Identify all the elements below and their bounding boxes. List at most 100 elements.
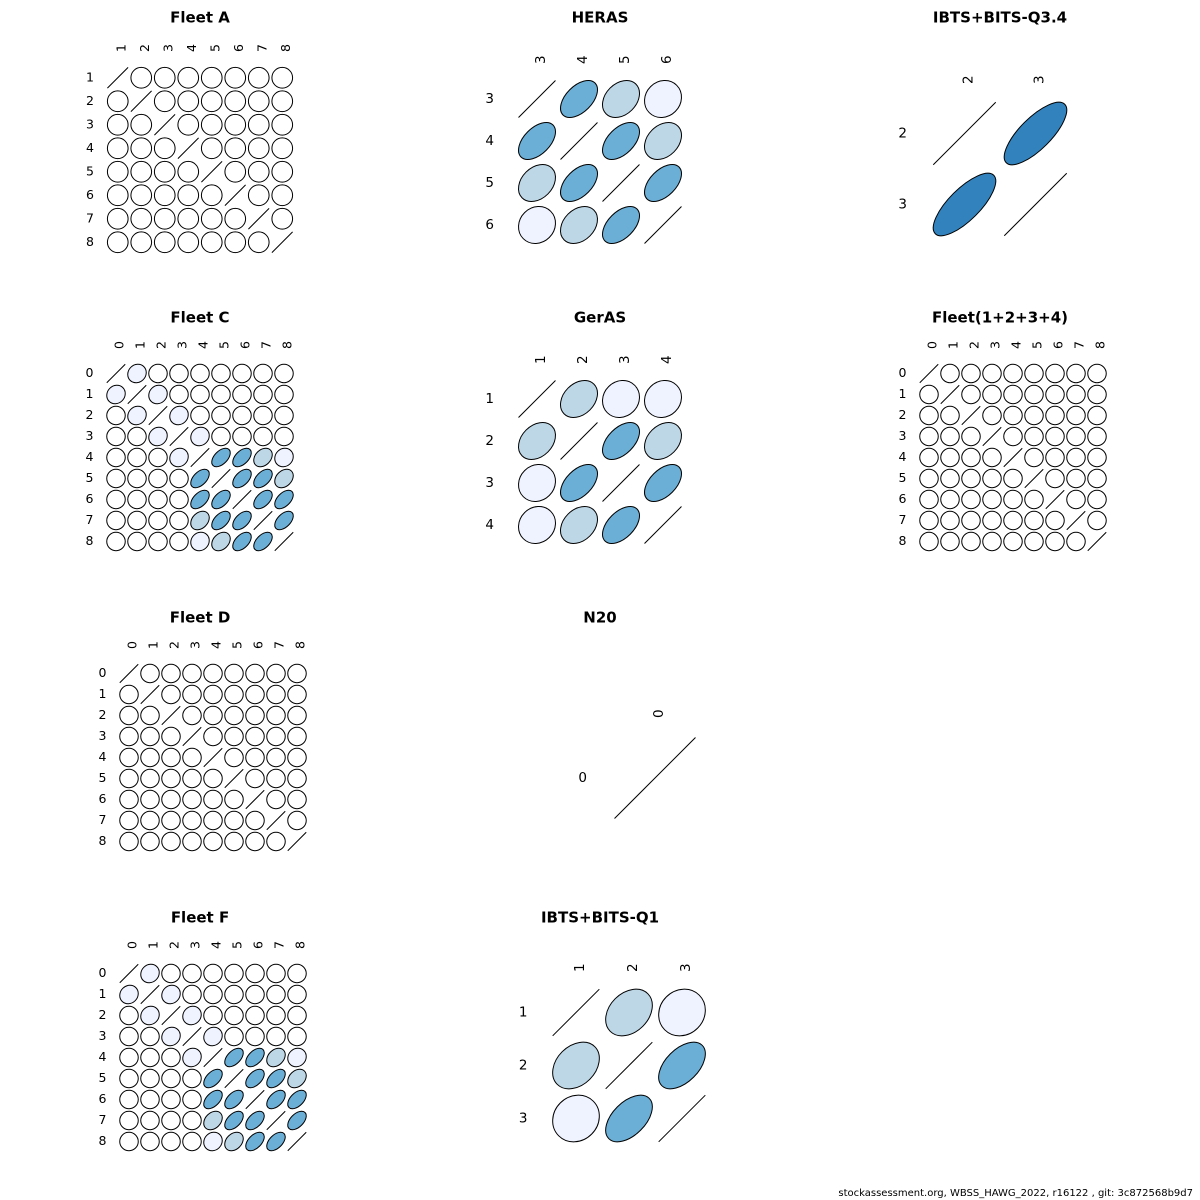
- correlation-ellipse: [182, 747, 202, 768]
- correlation-ellipse: [560, 80, 598, 118]
- correlation-ellipse: [560, 380, 598, 418]
- row-label: 6: [99, 1091, 107, 1106]
- row-label: 7: [99, 812, 107, 827]
- correlation-ellipse: [177, 90, 200, 113]
- column-label: 3: [617, 355, 633, 364]
- diagonal-line: [552, 988, 600, 1037]
- correlation-ellipse: [1024, 531, 1044, 552]
- panel-title: IBTS+BITS-Q1: [541, 909, 659, 927]
- correlation-ellipse: [245, 1026, 265, 1047]
- correlation-ellipse: [119, 1068, 139, 1089]
- correlation-ellipse: [140, 768, 160, 789]
- row-label: 7: [86, 210, 94, 225]
- correlation-ellipse: [1024, 405, 1044, 426]
- correlation-ellipse: [106, 426, 126, 447]
- correlation-ellipse: [266, 1131, 286, 1152]
- correlation-ellipse: [161, 1110, 181, 1131]
- correlation-ellipse: [961, 384, 981, 405]
- row-label: 0: [99, 965, 107, 980]
- column-label: 7: [272, 641, 287, 649]
- panel-title: HERAS: [572, 9, 629, 27]
- row-label: 7: [86, 512, 94, 527]
- correlation-ellipse: [182, 789, 202, 810]
- row-label: 2: [99, 1007, 107, 1022]
- panel-ibts-bits-q3-4: IBTS+BITS-Q3.4 2 3 2 3: [898, 9, 1068, 237]
- correlation-ellipse: [644, 164, 682, 202]
- correlation-ellipse: [140, 831, 160, 852]
- correlation-ellipse: [232, 426, 252, 447]
- correlation-ellipse: [658, 1041, 706, 1090]
- correlation-ellipse: [1066, 426, 1086, 447]
- correlation-ellipse: [1024, 489, 1044, 510]
- column-label: 2: [625, 963, 641, 972]
- row-label: 1: [485, 391, 494, 407]
- correlation-ellipse: [1087, 426, 1107, 447]
- correlation-ellipse: [961, 447, 981, 468]
- correlation-ellipse: [940, 426, 960, 447]
- correlation-ellipse: [224, 113, 247, 136]
- correlation-ellipse: [211, 405, 231, 426]
- correlation-ellipse: [203, 1089, 223, 1110]
- correlation-ellipse: [982, 489, 1002, 510]
- correlation-ellipse: [982, 384, 1002, 405]
- correlation-ellipse: [232, 531, 252, 552]
- column-label: 0: [112, 341, 127, 349]
- row-label: 3: [86, 116, 94, 131]
- column-label: 1: [146, 641, 161, 649]
- correlation-ellipse: [140, 1068, 160, 1089]
- column-label: 5: [1030, 341, 1045, 349]
- correlation-ellipse: [106, 384, 126, 405]
- correlation-ellipse: [119, 1110, 139, 1131]
- correlation-ellipse: [253, 426, 273, 447]
- correlation-ellipse: [266, 963, 286, 984]
- correlation-ellipse: [190, 363, 210, 384]
- row-label: 5: [899, 470, 907, 485]
- correlation-ellipse: [119, 726, 139, 747]
- correlation-ellipse: [1066, 531, 1086, 552]
- correlation-ellipse: [245, 1047, 265, 1068]
- diagonal-line: [161, 705, 181, 726]
- correlation-ellipse: [140, 810, 160, 831]
- correlation-ellipse: [247, 137, 270, 160]
- correlation-ellipse: [266, 663, 286, 684]
- diagonal-line: [127, 384, 147, 405]
- correlation-ellipse: [919, 510, 939, 531]
- correlation-ellipse: [203, 963, 223, 984]
- correlation-ellipse: [161, 1026, 181, 1047]
- diagonal-line: [1045, 489, 1065, 510]
- correlation-ellipse: [287, 684, 307, 705]
- diagonal-line: [107, 67, 129, 89]
- row-label: 8: [899, 533, 907, 548]
- correlation-ellipse: [1045, 384, 1065, 405]
- correlation-ellipse: [182, 984, 202, 1005]
- panel-title: GerAS: [574, 309, 626, 327]
- correlation-ellipse: [1003, 405, 1023, 426]
- correlation-ellipse: [602, 122, 640, 160]
- row-label: 4: [86, 449, 94, 464]
- row-label: 1: [86, 69, 94, 84]
- correlation-ellipse: [119, 1131, 139, 1152]
- column-label: 6: [238, 341, 253, 349]
- correlation-ellipse: [1003, 101, 1068, 166]
- diagonal-line: [602, 164, 640, 202]
- correlation-ellipse: [161, 663, 181, 684]
- diagonal-line: [518, 80, 556, 118]
- correlation-ellipse: [203, 810, 223, 831]
- correlation-ellipse: [919, 468, 939, 489]
- correlation-ellipse: [287, 1047, 307, 1068]
- correlation-ellipse: [106, 405, 126, 426]
- column-label: 2: [967, 341, 982, 349]
- row-label: 5: [99, 1070, 107, 1085]
- correlation-ellipse: [203, 1131, 223, 1152]
- row-label: 1: [519, 1005, 528, 1021]
- column-label: 5: [230, 641, 245, 649]
- diagonal-line: [224, 184, 246, 206]
- correlation-ellipse: [1066, 363, 1086, 384]
- correlation-ellipse: [182, 1005, 202, 1026]
- correlation-ellipse: [287, 789, 307, 810]
- correlation-ellipse: [119, 1089, 139, 1110]
- correlation-ellipse: [919, 489, 939, 510]
- correlation-ellipse: [232, 405, 252, 426]
